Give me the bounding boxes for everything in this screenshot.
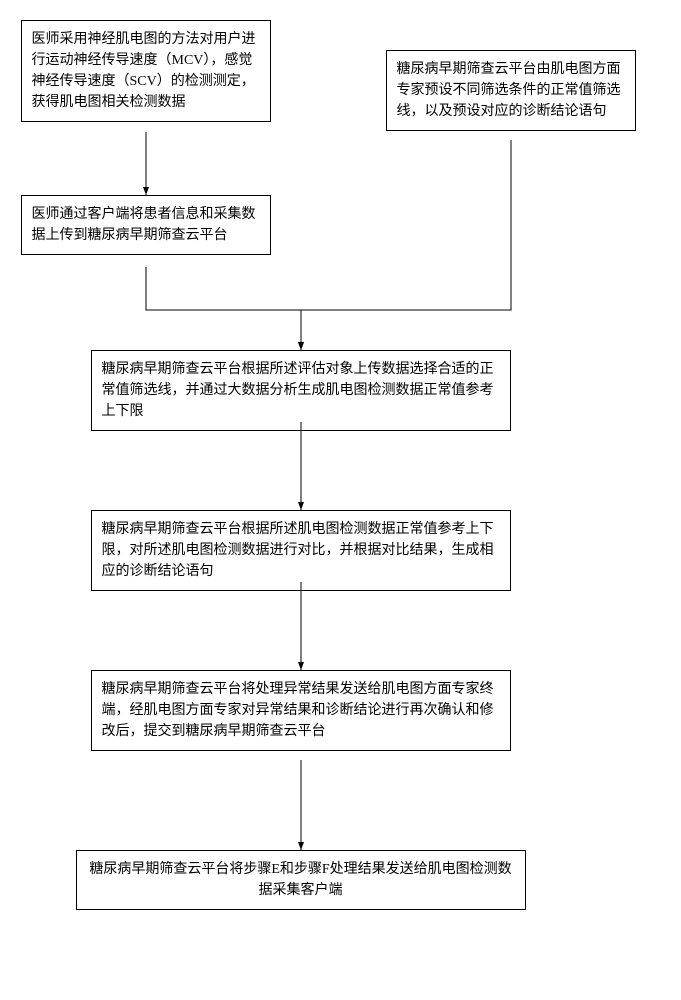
node-e-text: 糖尿病早期筛查云平台根据所述肌电图检测数据正常值参考上下限，对所述肌电图检测数据… [102,522,494,579]
node-b: 糖尿病早期筛查云平台由肌电图方面专家预设不同筛选条件的正常值筛选线，以及预设对应… [386,50,636,131]
node-b-text: 糖尿病早期筛查云平台由肌电图方面专家预设不同筛选条件的正常值筛选线，以及预设对应… [397,62,621,119]
edge-c-d-path [146,267,301,350]
edge-a-c [21,20,661,920]
node-d: 糖尿病早期筛查云平台根据所述评估对象上传数据选择合适的正常值筛选线，并通过大数据… [91,350,511,431]
node-g: 糖尿病早期筛查云平台将步骤E和步骤F处理结果发送给肌电图检测数据采集客户端 [76,850,526,910]
edge-b-d-path [301,140,511,350]
node-e: 糖尿病早期筛查云平台根据所述肌电图检测数据正常值参考上下限，对所述肌电图检测数据… [91,510,511,591]
node-d-text: 糖尿病早期筛查云平台根据所述评估对象上传数据选择合适的正常值筛选线，并通过大数据… [102,362,494,419]
node-c: 医师通过客户端将患者信息和采集数据上传到糖尿病早期筛查云平台 [21,195,271,255]
node-a: 医师采用神经肌电图的方法对用户进行运动神经传导速度（MCV），感觉神经传导速度（… [21,20,271,122]
node-g-text: 糖尿病早期筛查云平台将步骤E和步骤F处理结果发送给肌电图检测数据采集客户端 [89,862,511,898]
node-a-text: 医师采用神经肌电图的方法对用户进行运动神经传导速度（MCV），感觉神经传导速度（… [32,32,256,110]
node-f: 糖尿病早期筛查云平台将处理异常结果发送给肌电图方面专家终端，经肌电图方面专家对异… [91,670,511,751]
node-f-text: 糖尿病早期筛查云平台将处理异常结果发送给肌电图方面专家终端，经肌电图方面专家对异… [102,682,494,739]
node-c-text: 医师通过客户端将患者信息和采集数据上传到糖尿病早期筛查云平台 [32,207,256,243]
